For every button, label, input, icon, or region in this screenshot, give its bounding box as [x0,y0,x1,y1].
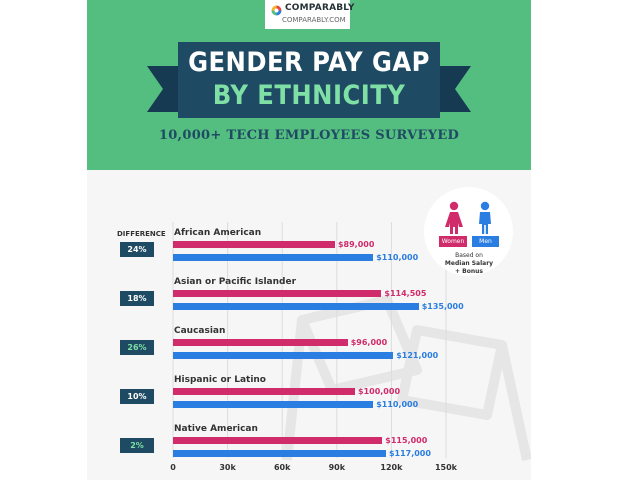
legend-note-line-2: Median Salary [444,260,494,267]
data-label-men: $135,000 [421,302,464,311]
legend-circle [424,187,513,276]
x-tick-label: 150k [434,463,458,472]
bar-men [173,450,386,457]
x-tick-label: 90k [328,463,346,472]
data-label-women: $100,000 [358,387,401,396]
bar-men [173,254,374,261]
x-tick-label: 60k [273,463,291,472]
data-label-men: $117,000 [388,449,431,458]
legend-figures [445,201,491,234]
bar-women [173,241,335,248]
bar-men [173,303,419,310]
difference-badge: 24% [120,242,154,257]
legend-men: Men [472,236,499,247]
subtitle: 10,000+ TECH EMPLOYEES SURVEYED [158,128,460,143]
x-tick-label: 30k [219,463,236,472]
data-label-women: $96,000 [350,338,388,347]
x-tick-label: 120k [380,463,403,472]
woman-figure-icon [445,201,463,234]
legend-women: Women [439,236,467,247]
category-label: African American [174,228,262,238]
category-label: Asian or Pacific Islander [174,277,297,287]
title-line-1: GENDER PAY GAP [188,47,430,78]
infographic-card: COMPARABLY COMPARABLY.COM GENDER PAY GAP… [87,0,531,480]
bar-men [173,401,374,408]
data-label-men: $110,000 [376,253,419,262]
data-label-women: $115,000 [385,436,428,445]
data-label-women: $89,000 [337,240,375,249]
bar-women [173,290,382,297]
legend-note: Based on Median Salary + Bonus [434,252,504,276]
difference-header: DIFFERENCE [117,230,166,238]
difference-badge: 26% [120,340,154,355]
brand-name: COMPARABLY [285,3,355,13]
x-tick-label: 0 [170,463,176,472]
difference-badge: 18% [120,291,154,306]
bar-women [173,388,355,395]
brand-logo[interactable]: COMPARABLY COMPARABLY.COM [265,0,354,29]
data-label-women: $114,505 [384,289,427,298]
legend-note-line-3: + Bonus [455,268,483,275]
difference-badge: 2% [120,438,154,453]
bar-women [173,339,348,346]
difference-badge: 10% [120,389,154,404]
brand-url: COMPARABLY.COM [282,16,346,24]
legend-note-line-1: Based on [455,252,483,259]
comparably-logo-icon [271,5,282,16]
header-banner: COMPARABLY COMPARABLY.COM GENDER PAY GAP… [87,0,531,170]
data-label-men: $121,000 [396,351,439,360]
man-figure-icon [479,201,491,234]
data-label-men: $110,000 [376,400,419,409]
category-label: Caucasian [174,326,226,336]
title-line-2: BY ETHNICITY [212,80,406,111]
bar-men [173,352,394,359]
category-label: Native American [174,424,258,434]
bar-women [173,437,383,444]
category-label: Hispanic or Latino [174,375,266,385]
title-ribbon [147,42,471,118]
